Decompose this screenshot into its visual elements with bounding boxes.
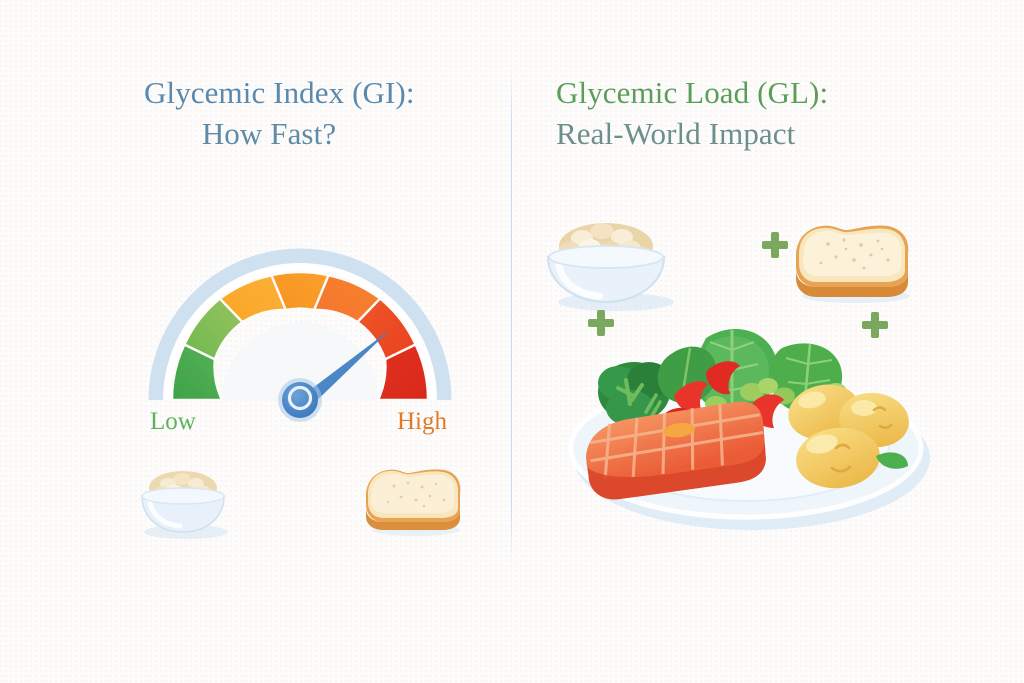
bowl-of-beans-icon-left	[128, 452, 238, 542]
left-title-line-1: Glycemic Index (GI):	[144, 75, 415, 110]
plus-sign-icon-3	[862, 312, 888, 338]
right-title-line-2: Real-World Impact	[556, 116, 796, 152]
gauge-label-high: High	[397, 408, 447, 435]
bread-slice-icon-right	[786, 212, 921, 307]
gauge-face	[222, 322, 378, 400]
gauge-segments	[170, 270, 430, 402]
left-panel-title: Glycemic Index (GI): How Fast?	[144, 72, 504, 154]
balanced-plate-illustration	[556, 300, 936, 535]
gauge-needle	[278, 329, 391, 422]
salmon-fillet	[585, 401, 766, 500]
right-title-line-1: Glycemic Load (GL):	[556, 75, 829, 110]
gauge-rim	[148, 248, 452, 401]
glycemic-index-gauge	[148, 237, 453, 422]
gauge-scale-labels: Low High	[148, 408, 453, 440]
gauge-label-low: Low	[150, 408, 196, 435]
bowl-of-beans-icon-right	[532, 204, 682, 314]
bread-slice-icon-left	[358, 456, 470, 540]
plus-sign-icon-2	[588, 310, 614, 336]
panel-divider	[511, 66, 512, 566]
panel-glycemic-index: Glycemic Index (GI): How Fast?	[0, 0, 511, 683]
gauge-segment-very-high	[376, 342, 430, 402]
potatoes	[788, 384, 909, 489]
right-panel-title: Glycemic Load (GL): Real-World Impact	[556, 72, 956, 154]
left-title-line-2: How Fast?	[201, 116, 337, 152]
plus-sign-icon-1	[762, 232, 788, 258]
